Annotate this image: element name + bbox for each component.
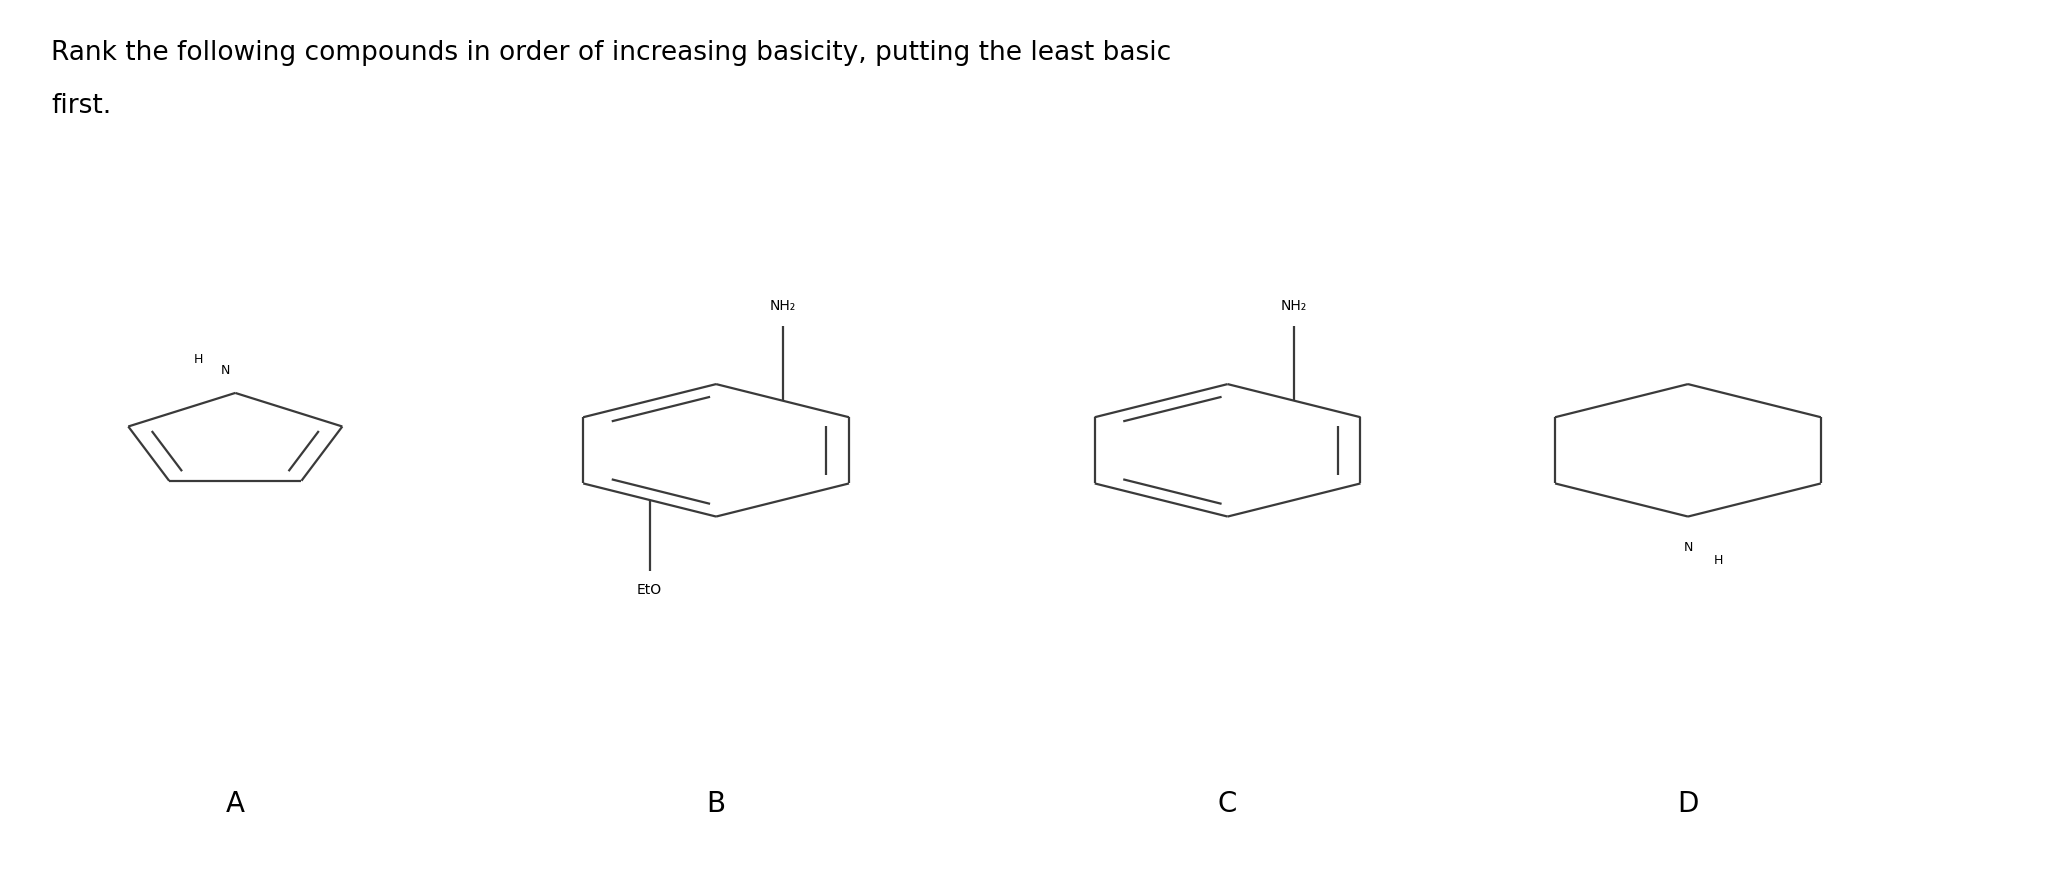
- Text: A: A: [225, 789, 246, 818]
- Text: NH₂: NH₂: [1281, 299, 1307, 313]
- Text: first.: first.: [51, 93, 110, 118]
- Text: H: H: [1715, 555, 1723, 567]
- Text: D: D: [1678, 789, 1698, 818]
- Text: N: N: [1684, 541, 1692, 554]
- Text: NH₂: NH₂: [769, 299, 796, 313]
- Text: H: H: [194, 353, 203, 366]
- Text: N: N: [221, 365, 229, 377]
- Text: C: C: [1217, 789, 1238, 818]
- Text: B: B: [706, 789, 726, 818]
- Text: Rank the following compounds in order of increasing basicity, putting the least : Rank the following compounds in order of…: [51, 40, 1172, 65]
- Text: EtO: EtO: [636, 583, 663, 597]
